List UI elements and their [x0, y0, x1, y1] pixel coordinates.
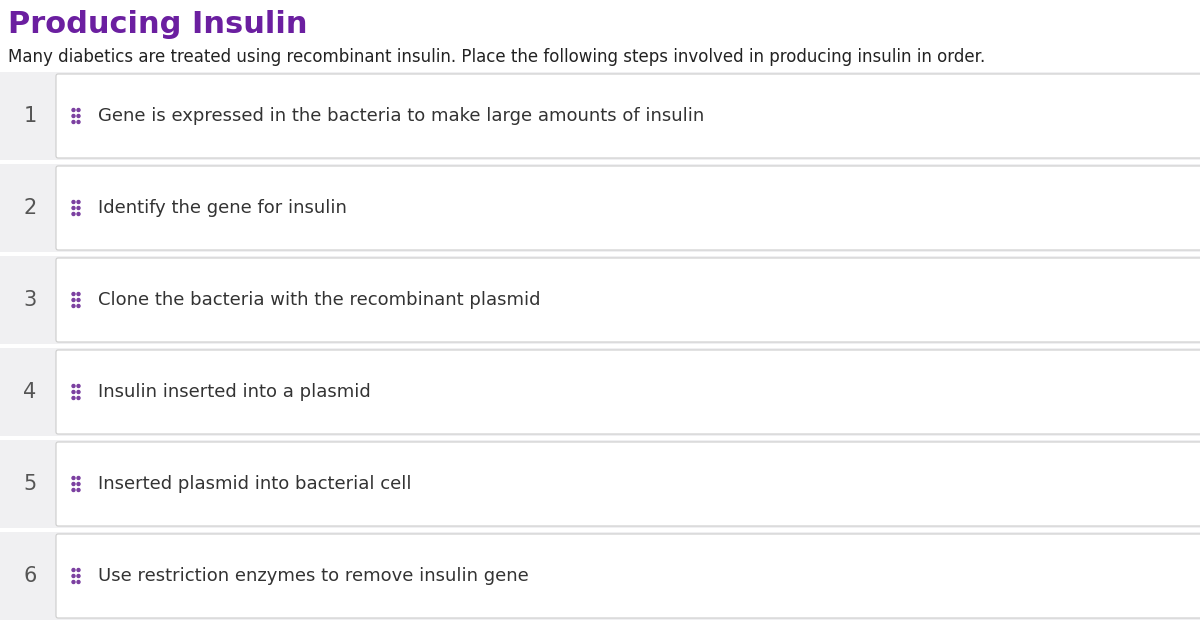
Circle shape [77, 207, 80, 210]
Circle shape [72, 207, 74, 210]
Text: Identify the gene for insulin: Identify the gene for insulin [98, 199, 347, 217]
Circle shape [77, 200, 80, 203]
Bar [0, 532, 1200, 620]
Text: Gene is expressed in the bacteria to make large amounts of insulin: Gene is expressed in the bacteria to mak… [98, 107, 704, 125]
Circle shape [72, 396, 74, 399]
Circle shape [77, 575, 80, 578]
Circle shape [77, 391, 80, 394]
Circle shape [77, 115, 80, 118]
Circle shape [72, 488, 74, 491]
Text: 3: 3 [23, 290, 37, 310]
Circle shape [77, 212, 80, 215]
Text: Inserted plasmid into bacterial cell: Inserted plasmid into bacterial cell [98, 475, 412, 493]
Text: Insulin inserted into a plasmid: Insulin inserted into a plasmid [98, 383, 371, 401]
Circle shape [72, 292, 74, 295]
Circle shape [77, 299, 80, 302]
Text: 6: 6 [23, 566, 37, 586]
Text: Producing Insulin: Producing Insulin [8, 10, 307, 39]
Circle shape [72, 575, 74, 578]
Circle shape [72, 108, 74, 111]
Circle shape [72, 476, 74, 480]
Circle shape [72, 299, 74, 302]
Circle shape [72, 212, 74, 215]
Text: Many diabetics are treated using recombinant insulin. Place the following steps : Many diabetics are treated using recombi… [8, 48, 985, 66]
Circle shape [77, 304, 80, 307]
FancyBboxPatch shape [56, 534, 1200, 618]
Circle shape [72, 304, 74, 307]
Circle shape [72, 580, 74, 583]
FancyBboxPatch shape [56, 442, 1200, 526]
Circle shape [77, 292, 80, 295]
Text: 4: 4 [23, 382, 37, 402]
FancyBboxPatch shape [56, 258, 1200, 342]
Bar [0, 348, 1200, 436]
Bar [0, 256, 1200, 344]
FancyBboxPatch shape [56, 166, 1200, 250]
Bar [0, 440, 1200, 528]
Circle shape [72, 568, 74, 572]
Text: Use restriction enzymes to remove insulin gene: Use restriction enzymes to remove insuli… [98, 567, 529, 585]
Circle shape [72, 200, 74, 203]
Circle shape [77, 568, 80, 572]
Circle shape [77, 108, 80, 111]
Circle shape [77, 476, 80, 480]
Circle shape [72, 384, 74, 387]
Circle shape [77, 384, 80, 387]
Text: Clone the bacteria with the recombinant plasmid: Clone the bacteria with the recombinant … [98, 291, 540, 309]
Bar [0, 72, 1200, 160]
FancyBboxPatch shape [56, 74, 1200, 158]
Circle shape [72, 115, 74, 118]
Circle shape [72, 120, 74, 123]
Bar [0, 164, 1200, 252]
Circle shape [72, 483, 74, 486]
FancyBboxPatch shape [56, 350, 1200, 434]
Circle shape [77, 488, 80, 491]
Circle shape [72, 391, 74, 394]
Text: 5: 5 [23, 474, 37, 494]
Text: 1: 1 [23, 106, 37, 126]
Circle shape [77, 483, 80, 486]
Circle shape [77, 396, 80, 399]
Circle shape [77, 120, 80, 123]
Circle shape [77, 580, 80, 583]
Text: 2: 2 [23, 198, 37, 218]
